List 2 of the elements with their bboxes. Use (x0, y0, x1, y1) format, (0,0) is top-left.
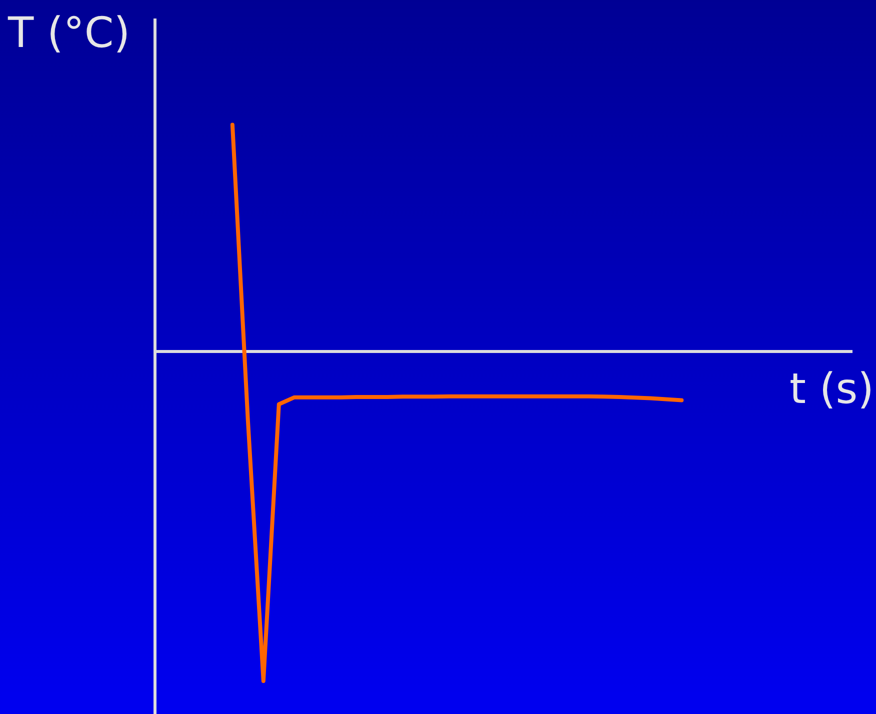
x-axis-title: t (s) (790, 364, 874, 413)
y-axis-title: T (°C) (8, 8, 130, 57)
